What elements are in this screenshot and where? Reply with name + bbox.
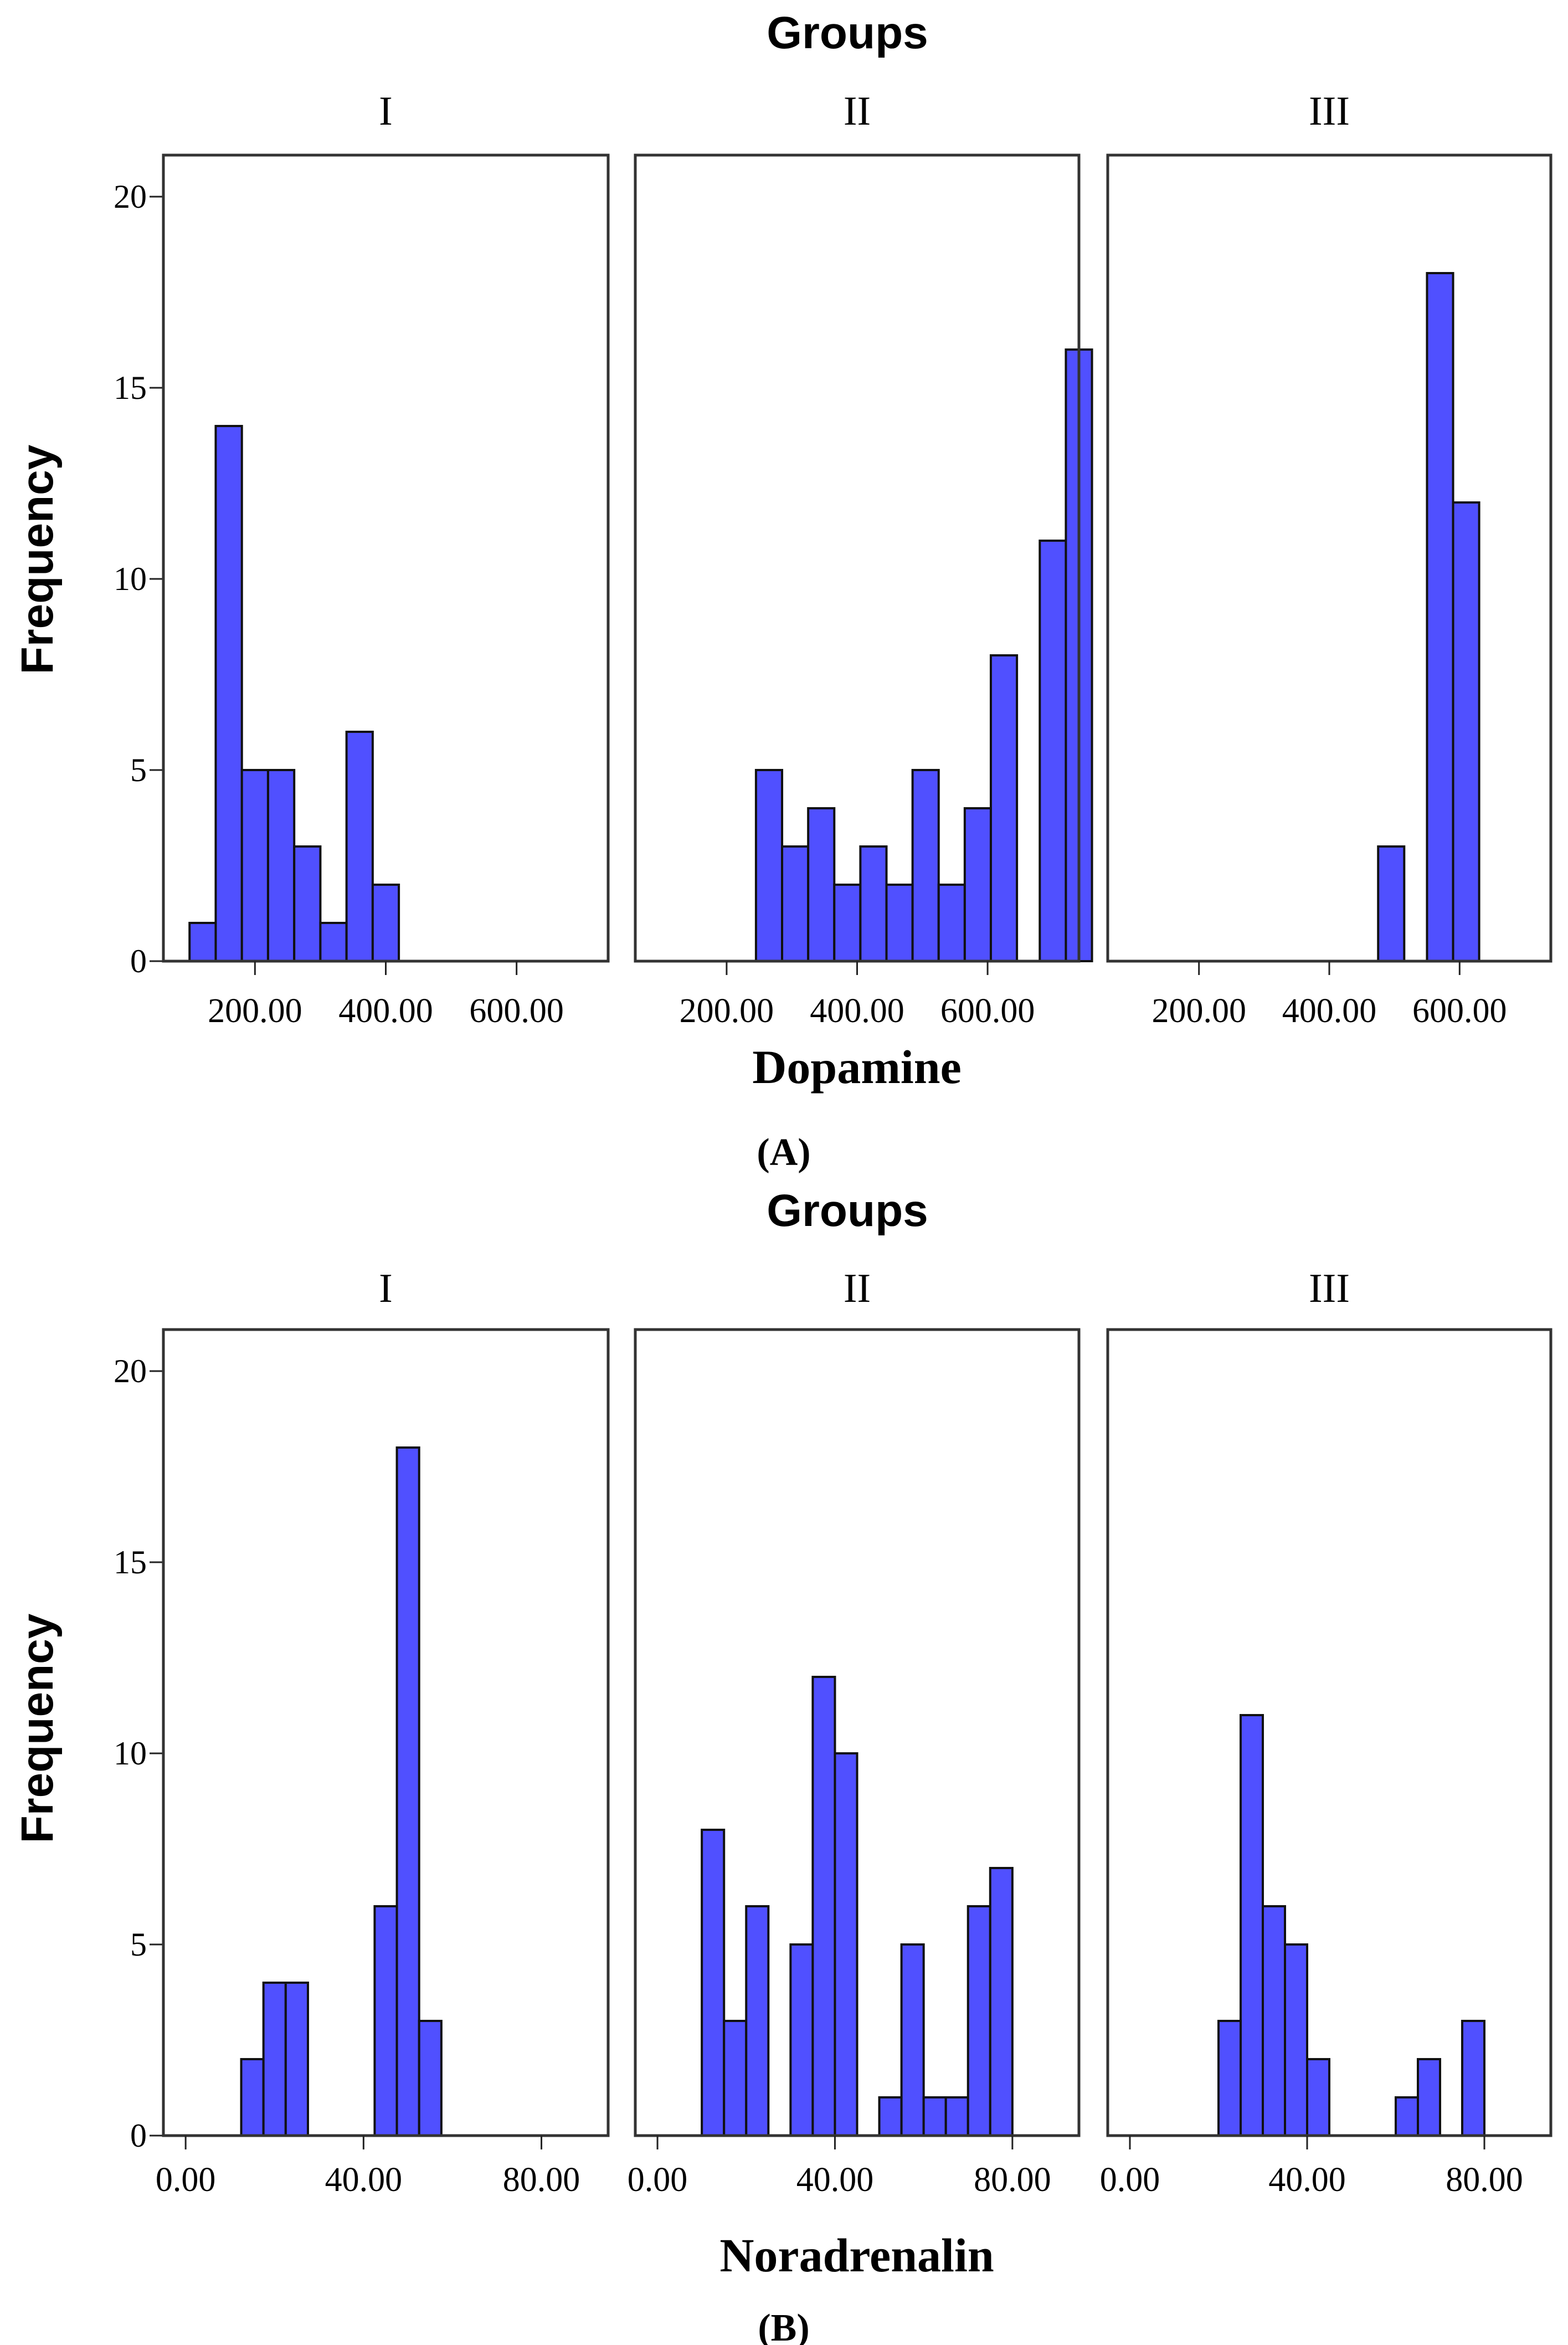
chart-b-bar: [1240, 1714, 1264, 2137]
chart-a-xtick-label: 400.00: [810, 992, 904, 1030]
figure-label-a: (A): [757, 1131, 810, 1174]
chart-b-bar: [701, 1829, 726, 2137]
chart-b-bar: [989, 1867, 1014, 2137]
chart-a-bar: [1426, 272, 1454, 962]
chart-a-bar: [1377, 845, 1406, 962]
chart-a-ytick-label: 10: [114, 561, 147, 597]
chart-a-bar: [859, 845, 888, 962]
chart-b-bar: [262, 1982, 287, 2137]
chart-a-ytick-label: 5: [130, 752, 147, 788]
chart-a-bar: [371, 884, 400, 962]
chart-a-bar: [989, 654, 1019, 962]
chart-a-bar: [833, 884, 862, 962]
chart-b-xtick-label: 40.00: [796, 2161, 874, 2199]
chart-b-bar: [418, 2020, 443, 2137]
chart-b-bar: [745, 1905, 770, 2137]
chart-b-bar: [1306, 2058, 1330, 2137]
chart-a-bar: [885, 884, 914, 962]
chart-a-bar: [1039, 540, 1067, 962]
chart-b-xlabel: Noradrenalin: [719, 2229, 994, 2282]
chart-a-panel-name: I: [379, 89, 393, 134]
chart-a-panel-name: II: [844, 89, 871, 134]
chart-a-xtick-label: 600.00: [940, 992, 1035, 1030]
chart-b-xtick-label: 80.00: [974, 2161, 1051, 2199]
chart-b-bar: [1417, 2058, 1441, 2137]
chart-a-dopamine: Groups Frequency Dopamine 0 5 10 15 20 I 200.00 40…: [12, 8, 1552, 1094]
chart-b-panel-frame: [1106, 1328, 1552, 2137]
chart-b-bar: [834, 1752, 858, 2137]
chart-a-ytick-label: 15: [114, 370, 147, 406]
chart-b-bar: [922, 2096, 947, 2137]
chart-a-xtick-label: 600.00: [469, 992, 564, 1030]
chart-b-xtick-label: 0.00: [628, 2161, 688, 2199]
chart-a-panel-name: III: [1309, 89, 1350, 134]
chart-b-ytick-label: 15: [114, 1544, 147, 1581]
chart-b-panel-frame: [634, 1328, 1081, 2137]
chart-b-panel-name: II: [844, 1266, 871, 1311]
chart-a-bar: [937, 884, 966, 962]
chart-b-xtick-label: 40.00: [1268, 2161, 1346, 2199]
chart-a-xtick-label: 200.00: [680, 992, 774, 1030]
chart-b-xtick-label: 0.00: [1100, 2161, 1160, 2199]
chart-a-bar: [319, 922, 348, 962]
chart-a-xtick-label: 400.00: [338, 992, 433, 1030]
chart-b-bar: [878, 2096, 903, 2137]
chart-b-xtick-label: 80.00: [1446, 2161, 1523, 2199]
chart-a-bar: [754, 769, 784, 962]
chart-a-bar: [345, 731, 374, 962]
chart-b-bar: [944, 2096, 969, 2137]
chart-b-xtick-label: 40.00: [325, 2161, 403, 2199]
chart-b-bar: [1284, 1943, 1308, 2137]
chart-b-ytick-label: 5: [130, 1926, 147, 1963]
chart-a-xtick-label: 600.00: [1412, 992, 1507, 1030]
chart-a-bar: [807, 807, 836, 962]
chart-b-ylabel: Frequency: [12, 1613, 63, 1843]
chart-a-bar: [1452, 501, 1480, 962]
chart-b-noradrenalin: Groups Frequency Noradrenalin 0 5 10 15 20 I 0.00…: [12, 1186, 1552, 2282]
chart-a-title: Groups: [767, 8, 928, 58]
chart-b-bar: [240, 2058, 265, 2137]
chart-b-title: Groups: [767, 1186, 928, 1236]
chart-b-bar: [1461, 2020, 1485, 2137]
chart-b-bar: [1217, 2020, 1242, 2137]
figure-label-b: (B): [758, 2307, 809, 2345]
chart-a-bar: [911, 769, 940, 962]
chart-a-bar: [293, 845, 322, 962]
chart-b-bar: [966, 1905, 991, 2137]
chart-b-xtick-label: 80.00: [503, 2161, 580, 2199]
chart-a-bar: [781, 845, 810, 962]
chart-a-ylabel: Frequency: [12, 444, 63, 674]
chart-b-bar: [1262, 1905, 1286, 2137]
chart-a-xlabel: Dopamine: [752, 1040, 961, 1094]
chart-a-bar: [188, 922, 217, 962]
chart-b-bar: [723, 2020, 748, 2137]
chart-b-bar: [789, 1943, 814, 2137]
chart-b-bar: [900, 1943, 925, 2137]
chart-b-ytick-label: 10: [114, 1735, 147, 1772]
chart-b-bar: [811, 1676, 836, 2137]
chart-b-panel-name: I: [379, 1266, 393, 1311]
chart-a-bar: [214, 425, 243, 962]
chart-a-ytick-label: 20: [114, 178, 147, 215]
chart-a-xtick-label: 400.00: [1282, 992, 1377, 1030]
chart-b-bar: [373, 1905, 398, 2137]
chart-b-panel-name: III: [1309, 1266, 1350, 1311]
chart-b-bar: [284, 1982, 309, 2137]
chart-a-xtick-label: 200.00: [1151, 992, 1246, 1030]
chart-b-panel-frame: [162, 1328, 610, 2137]
chart-b-ytick-label: 20: [114, 1353, 147, 1389]
chart-a-ytick-label: 0: [130, 943, 147, 979]
chart-a-bar: [266, 769, 296, 962]
chart-b-bar: [395, 1446, 420, 2137]
chart-a-xtick-label: 200.00: [208, 992, 302, 1030]
chart-b-bar: [1395, 2096, 1419, 2137]
chart-a-bar: [963, 807, 992, 962]
chart-a-bar: [240, 769, 269, 962]
chart-b-ytick-label: 0: [130, 2117, 147, 2154]
chart-b-xtick-label: 0.00: [156, 2161, 216, 2199]
